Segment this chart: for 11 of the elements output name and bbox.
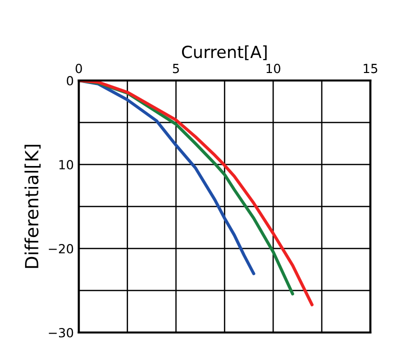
line-series <box>78 80 256 276</box>
x-tick-label: 10 <box>266 64 280 74</box>
y-tick-label: −30 <box>48 328 74 338</box>
x-axis-title: Current[A] <box>182 45 267 60</box>
y-tick-label: 0 <box>66 76 74 86</box>
y-tick-label: 10 <box>59 160 74 170</box>
x-tick-label: 0 <box>76 64 82 74</box>
y-tick-label: −20 <box>48 244 74 254</box>
y-axis-title: Differential[K] <box>24 144 41 268</box>
x-tick-label: 15 <box>364 64 378 74</box>
x-tick-label: 5 <box>172 64 179 74</box>
